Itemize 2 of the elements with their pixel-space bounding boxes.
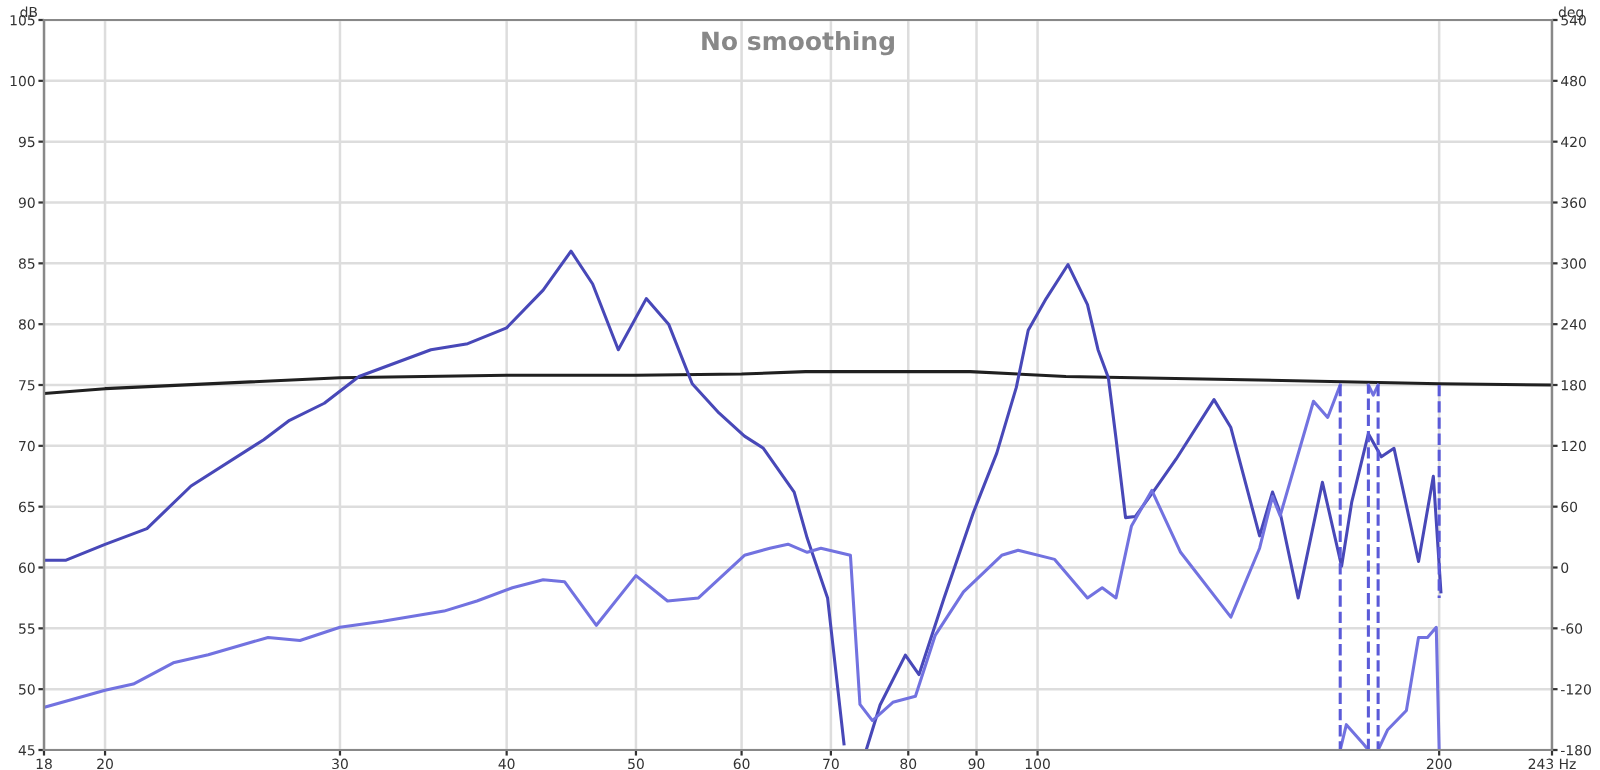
line-series	[1376, 625, 1441, 750]
chart-title: No smoothing	[702, 30, 894, 56]
